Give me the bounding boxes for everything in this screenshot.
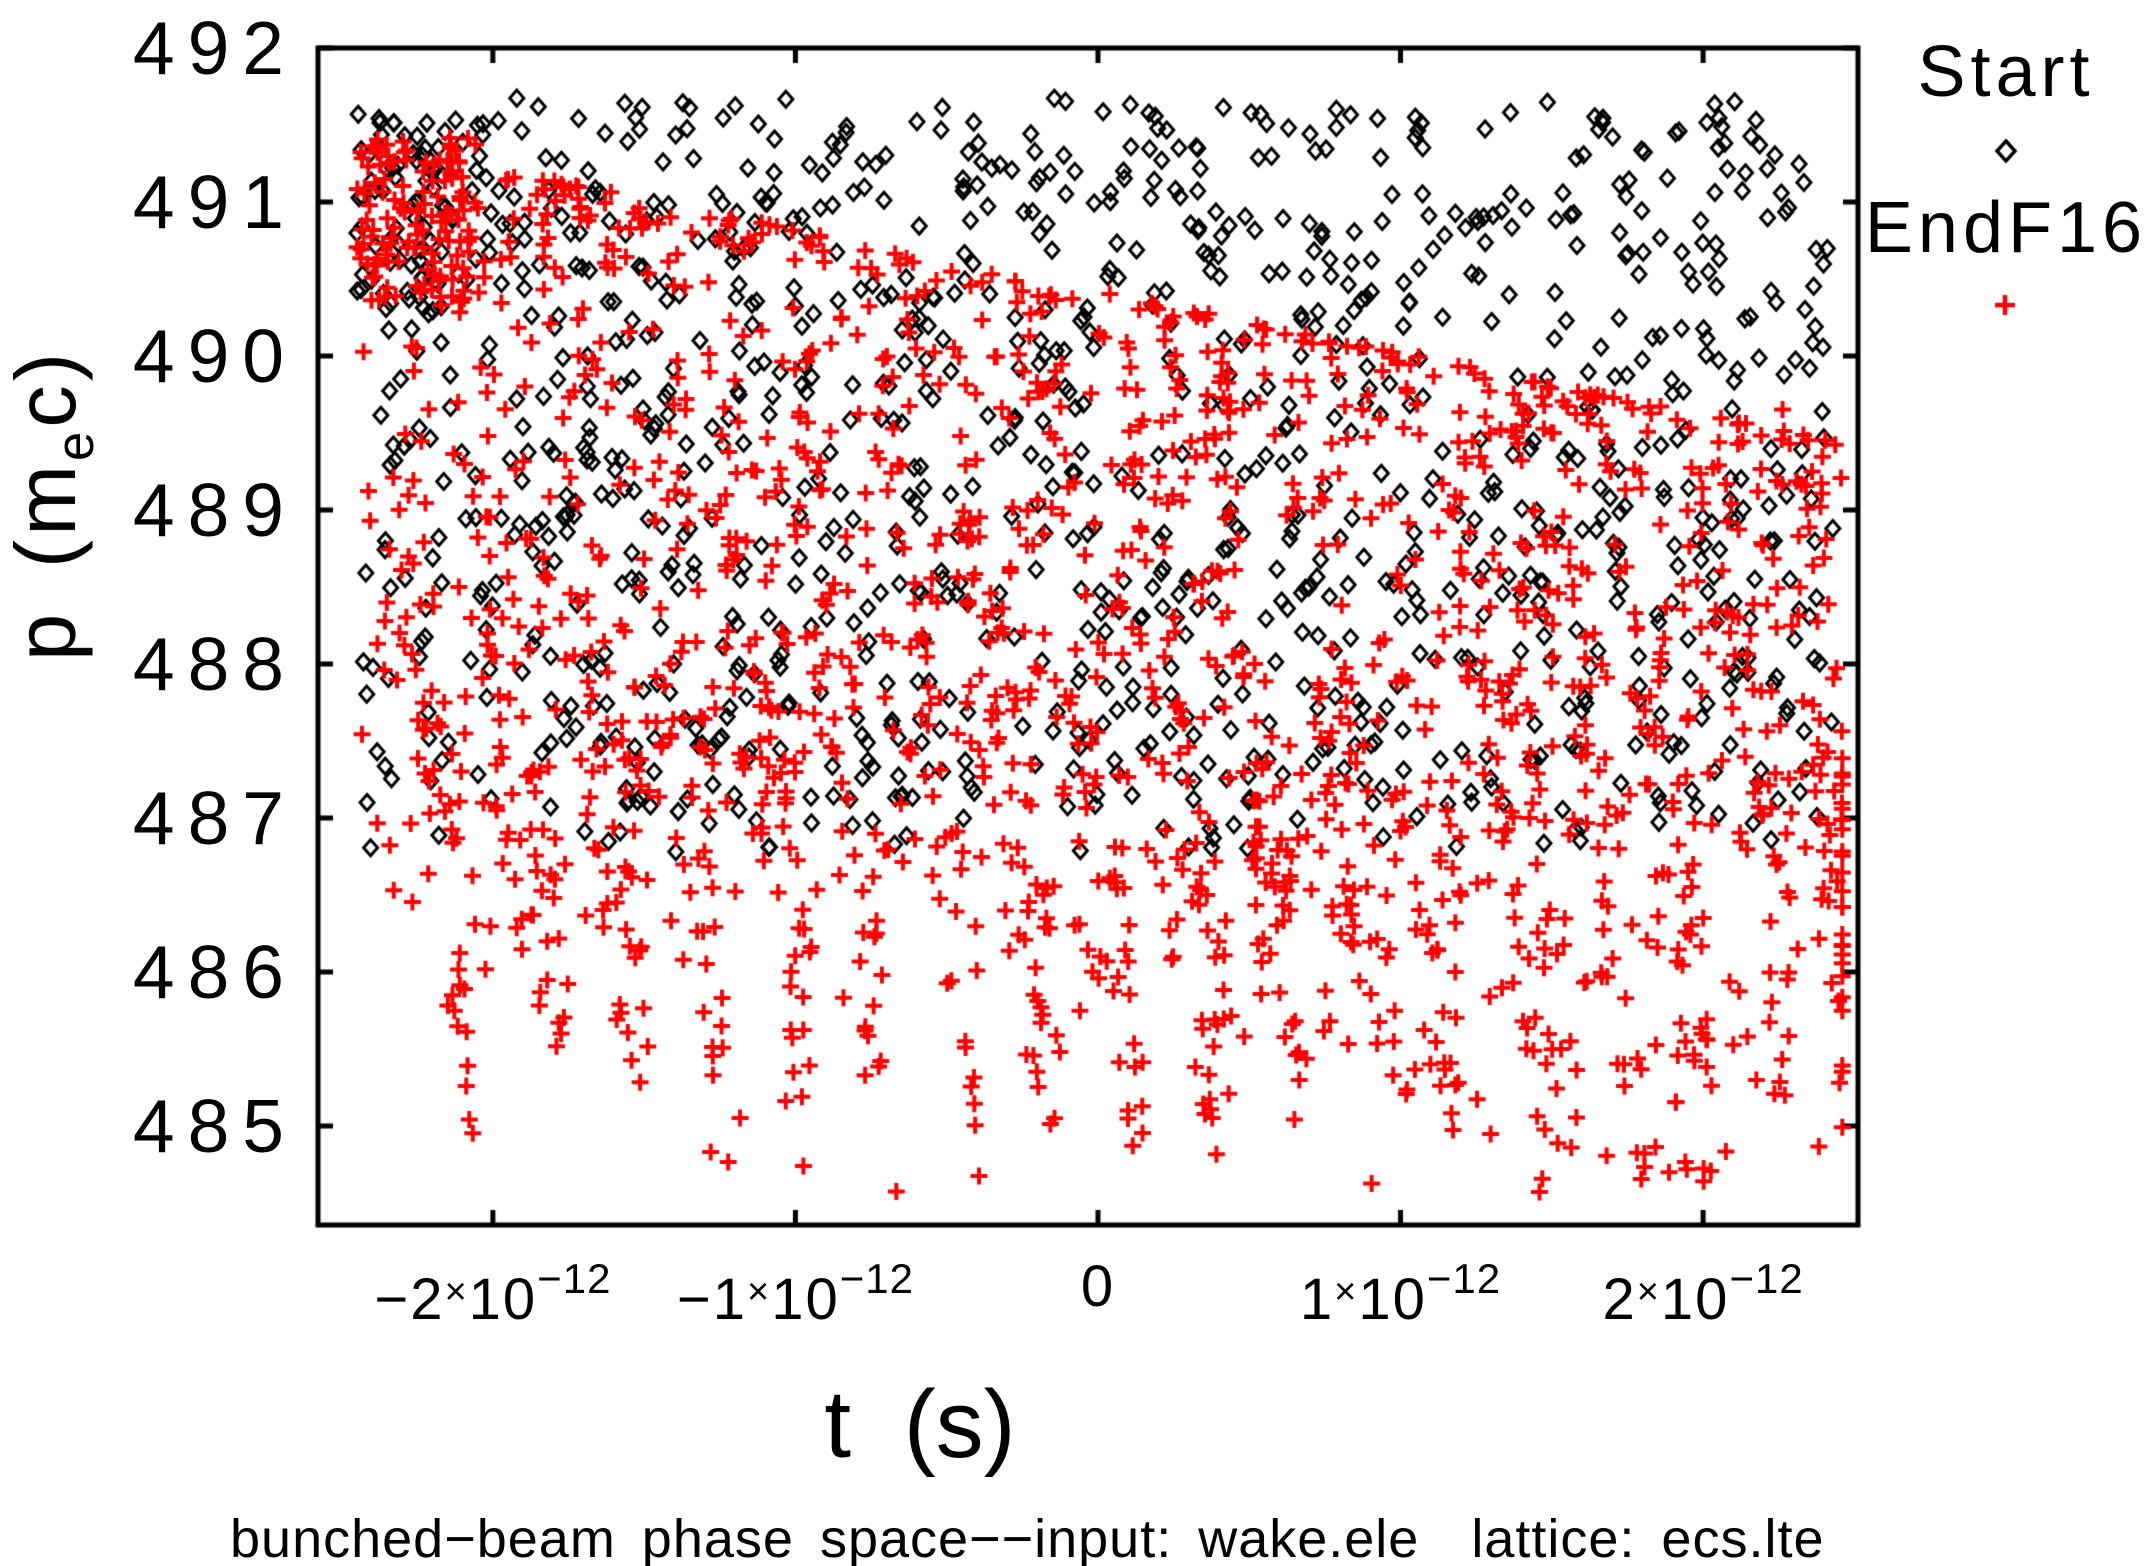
x-tick-label: 0 [1080, 1254, 1116, 1319]
y-tick-label: 489 [132, 467, 297, 552]
y-tick-label: 490 [132, 313, 297, 398]
legend-item-endf16-label: EndF16 [1864, 188, 2146, 268]
y-tick-label: 485 [132, 1083, 297, 1168]
plot-caption: bunched−beam phase space−−input: wake.el… [230, 1509, 1825, 1566]
legend-item-start-label: Start [1917, 32, 2095, 112]
y-tick-label: 491 [132, 159, 297, 244]
y-tick-label: 492 [132, 6, 297, 90]
x-tick-label: −2×10−12 [374, 1255, 612, 1332]
x-tick-label: −1×10−12 [676, 1255, 914, 1332]
y-axis-label-sub: e [46, 427, 105, 462]
y-tick-label: 487 [132, 775, 297, 860]
y-tick-label: 486 [132, 929, 297, 1014]
y-tick-label: 488 [132, 621, 297, 706]
x-tick-label: 2×10−12 [1602, 1255, 1804, 1332]
x-axis-label: t (s) [824, 1371, 1016, 1478]
x-tick-label: 1×10−12 [1299, 1255, 1502, 1332]
